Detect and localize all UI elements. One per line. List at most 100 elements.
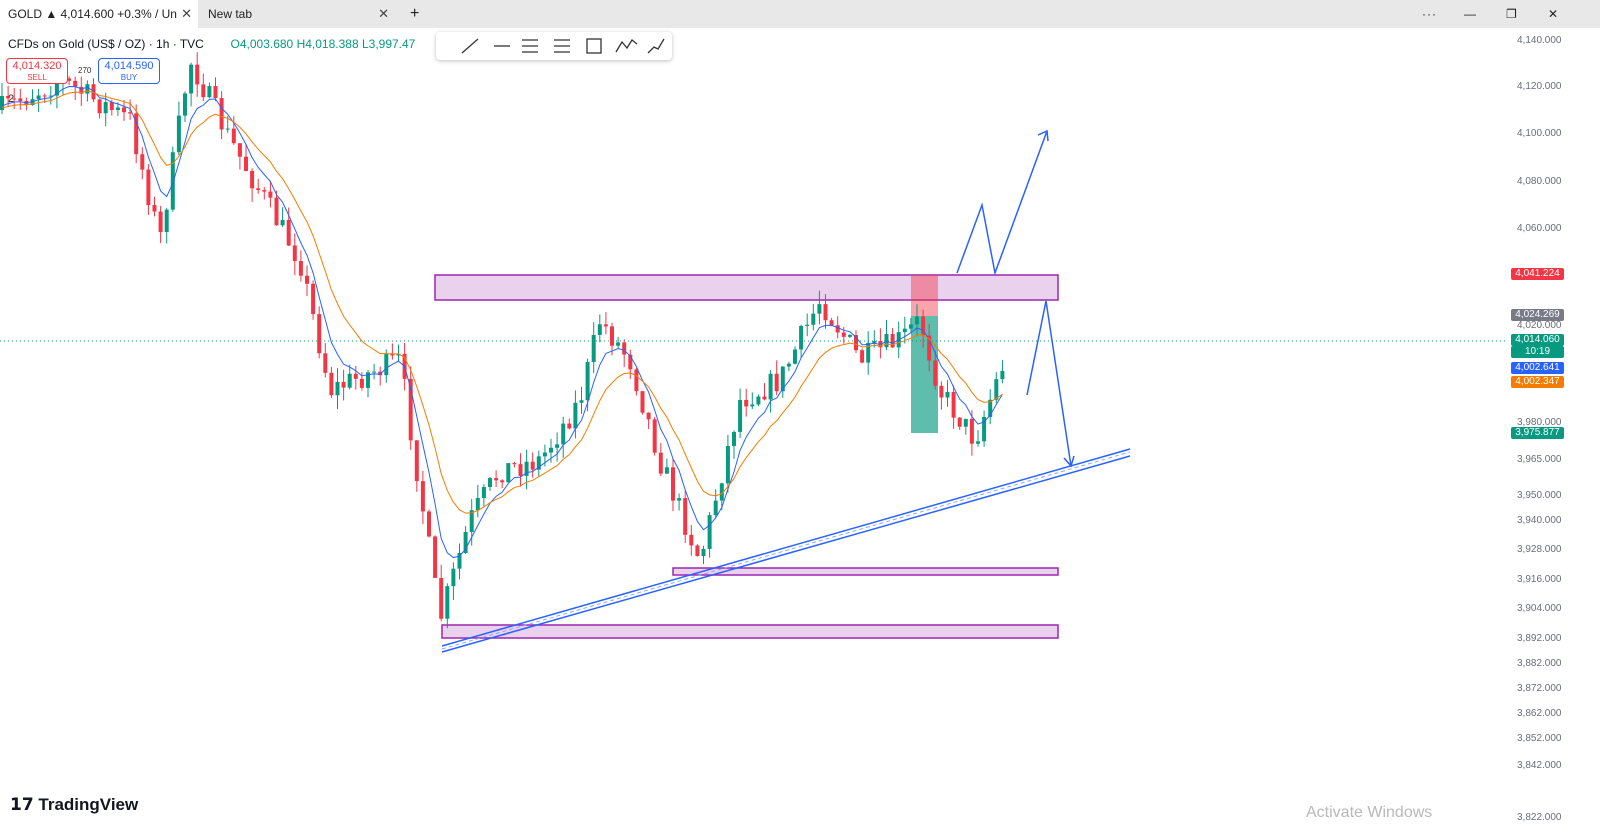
candle bbox=[725, 445, 730, 484]
restore[interactable]: ❐ bbox=[1506, 7, 1517, 21]
candle bbox=[372, 371, 377, 373]
candle bbox=[622, 342, 627, 355]
fib-tool[interactable] bbox=[522, 39, 538, 53]
candle bbox=[323, 353, 328, 373]
candle bbox=[1000, 370, 1005, 380]
brand-name: TradingView bbox=[38, 795, 139, 814]
buy-button[interactable]: 4,014.590 BUY bbox=[98, 58, 160, 84]
candle bbox=[951, 391, 956, 418]
axis-label: 4,080.000 bbox=[1517, 176, 1562, 187]
candle bbox=[286, 220, 291, 246]
rect-tool[interactable] bbox=[586, 38, 602, 54]
axis-label: 4,020.000 bbox=[1517, 320, 1562, 331]
candle bbox=[250, 170, 255, 189]
price-tag: 4,041.224 bbox=[1511, 268, 1564, 280]
candle bbox=[128, 112, 133, 114]
candle bbox=[768, 373, 773, 400]
close-tab[interactable]: ✕ bbox=[378, 6, 389, 21]
candle bbox=[463, 531, 468, 553]
candle bbox=[280, 220, 285, 226]
candle bbox=[994, 379, 999, 400]
candle bbox=[512, 463, 517, 465]
candle bbox=[908, 324, 913, 329]
axis-label: 4,060.000 bbox=[1517, 223, 1562, 234]
channel-tool[interactable] bbox=[554, 39, 570, 53]
price-tag: 4,002.641 bbox=[1511, 362, 1564, 374]
candle bbox=[12, 98, 17, 100]
candle bbox=[701, 548, 706, 557]
axis-label: 3,980.000 bbox=[1517, 417, 1562, 428]
candle bbox=[555, 444, 560, 448]
candle bbox=[634, 369, 639, 392]
axis-label: 3,842.000 bbox=[1517, 760, 1562, 771]
candle bbox=[939, 385, 944, 398]
candle bbox=[579, 400, 584, 403]
candle bbox=[152, 205, 157, 212]
price-tag: 4,002.347 bbox=[1511, 376, 1564, 388]
logo: 𝟭𝟳 bbox=[10, 795, 39, 814]
candle bbox=[67, 78, 72, 81]
legend: CFDs on Gold (US$ / OZ) · 1h · TVC O4,00… bbox=[8, 37, 415, 51]
candle bbox=[603, 324, 608, 327]
sell-button[interactable]: 4,014.320 SELL bbox=[6, 58, 68, 84]
candle bbox=[384, 353, 389, 376]
arrow-head bbox=[1063, 455, 1075, 468]
axis-label: 3,892.000 bbox=[1517, 633, 1562, 644]
watermark: Activate Windows bbox=[1306, 804, 1433, 821]
candle bbox=[366, 372, 370, 388]
axis-label: 3,940.000 bbox=[1517, 515, 1562, 526]
candle bbox=[921, 316, 926, 336]
candle bbox=[225, 128, 230, 130]
pattern-tool[interactable] bbox=[647, 38, 665, 54]
candle bbox=[134, 113, 139, 155]
candle bbox=[268, 191, 273, 198]
candle bbox=[115, 107, 120, 110]
candle bbox=[518, 464, 523, 476]
spread: 270 bbox=[78, 66, 92, 75]
candle bbox=[311, 283, 316, 315]
toolbar-icons bbox=[461, 38, 665, 54]
candle bbox=[854, 335, 858, 351]
candle bbox=[298, 261, 303, 276]
bull-path bbox=[956, 130, 1048, 276]
candle bbox=[262, 190, 267, 192]
candle bbox=[292, 245, 297, 262]
tab[interactable]: New tab ✕ bbox=[200, 0, 395, 28]
minimize[interactable]: — bbox=[1464, 7, 1476, 21]
tab[interactable]: GOLD ▲ 4,014.600 +0.3% / Un ✕ bbox=[0, 0, 198, 28]
candle bbox=[488, 478, 492, 488]
support-zone bbox=[441, 624, 1059, 639]
path-tool[interactable] bbox=[615, 39, 638, 53]
candle bbox=[890, 334, 895, 348]
candle bbox=[841, 332, 846, 337]
close-window[interactable]: ✕ bbox=[1548, 7, 1559, 21]
candle bbox=[36, 95, 41, 100]
candle bbox=[353, 373, 358, 379]
candle bbox=[445, 586, 450, 619]
axis-label: 3,852.000 bbox=[1517, 733, 1562, 744]
candle bbox=[707, 515, 712, 549]
menu[interactable]: ··· bbox=[1422, 7, 1437, 21]
candle bbox=[305, 275, 309, 284]
candle bbox=[756, 396, 761, 405]
candle bbox=[780, 366, 785, 392]
candle bbox=[811, 313, 816, 325]
candle bbox=[750, 404, 755, 407]
axis-label: 3,904.000 bbox=[1517, 603, 1562, 614]
candle bbox=[140, 154, 145, 170]
candle bbox=[719, 483, 724, 501]
candle bbox=[506, 463, 511, 483]
candle bbox=[982, 416, 987, 442]
candle bbox=[860, 350, 865, 363]
candle bbox=[695, 545, 700, 557]
close-tab[interactable]: ✕ bbox=[181, 6, 192, 21]
tab-bar: GOLD ▲ 4,014.600 +0.3% / Un ✕ New tab ✕ + … bbox=[0, 0, 1600, 28]
new-tab[interactable]: + bbox=[410, 5, 420, 22]
candle bbox=[677, 498, 682, 501]
symbol[interactable]: CFDs on Gold (US$ / OZ) · 1h · TVC bbox=[8, 37, 204, 51]
candle bbox=[85, 84, 90, 94]
trend-tool[interactable] bbox=[461, 38, 479, 54]
candle bbox=[646, 412, 651, 420]
candle bbox=[884, 334, 889, 348]
candle bbox=[494, 478, 499, 481]
